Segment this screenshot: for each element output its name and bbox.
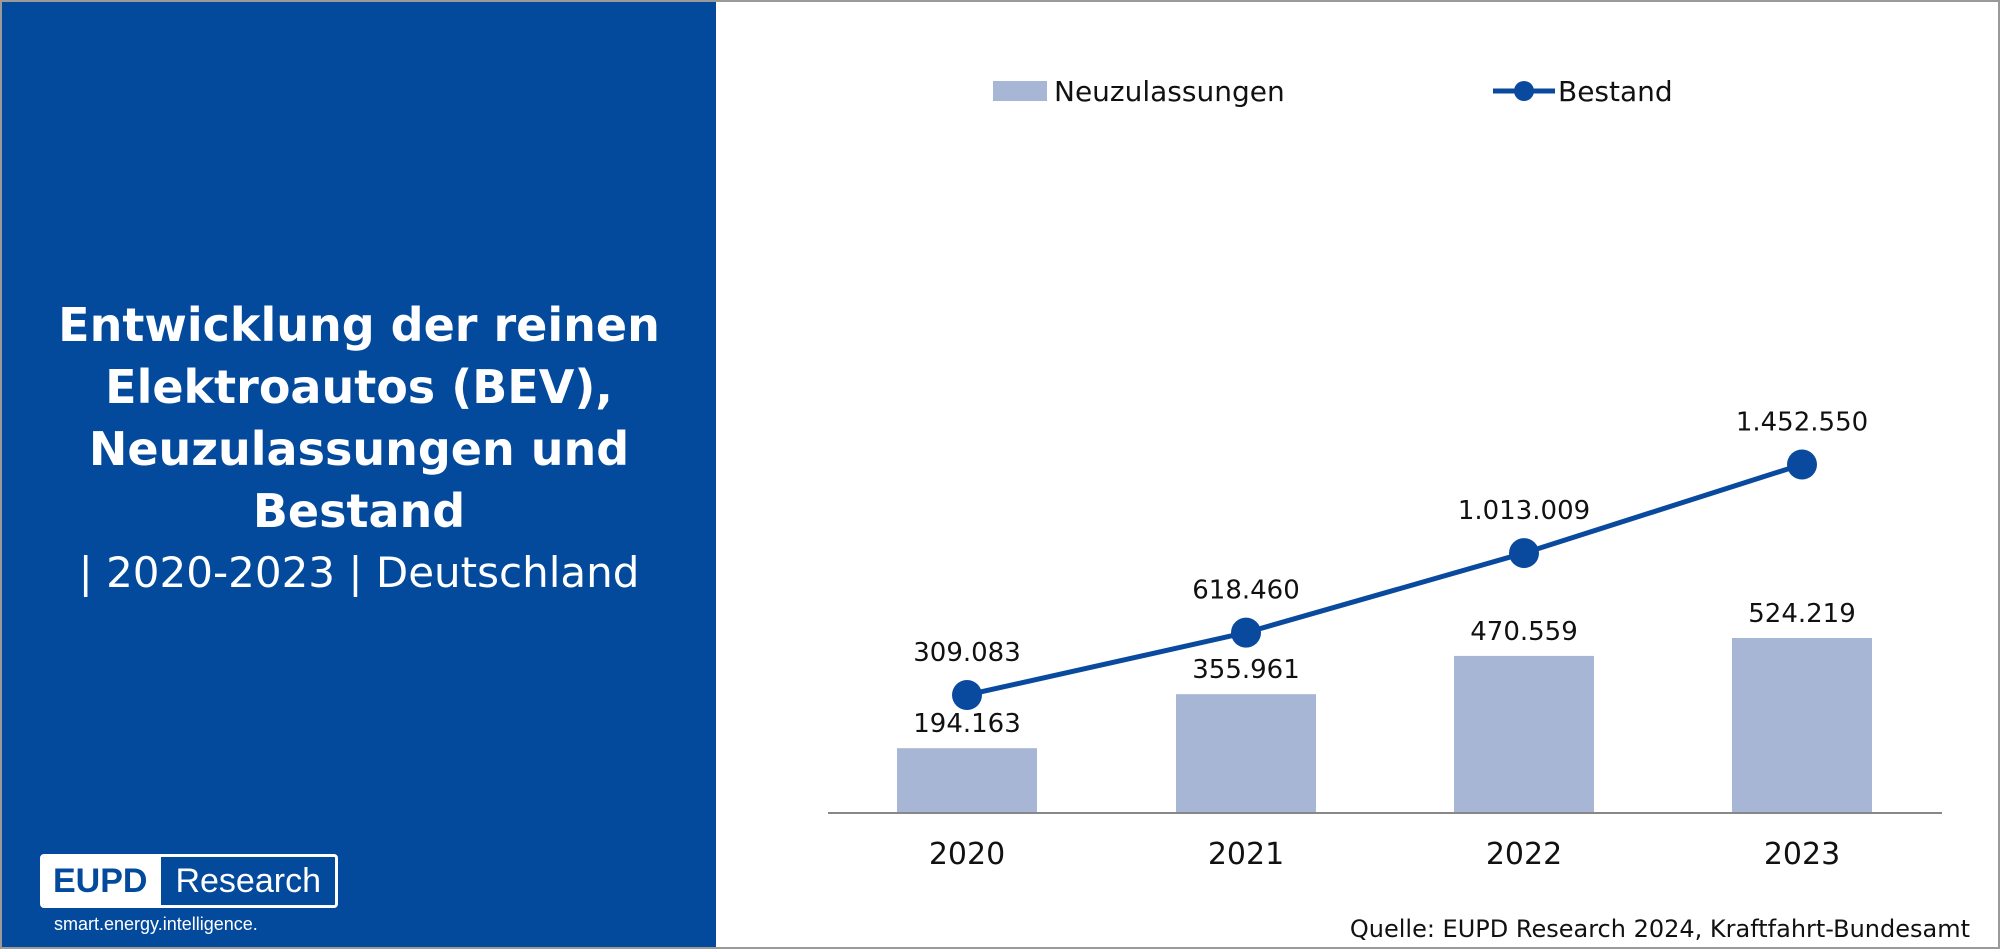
x-tick-2021: 2021 (1208, 837, 1284, 872)
bar-label-2022: 470.559 (1470, 617, 1578, 647)
line-bestand (966, 462, 1803, 698)
bar-label-2020: 194.163 (913, 709, 1021, 739)
legend-label-neuzulassungen: Neuzulassungen (1054, 75, 1285, 108)
eupd-logo: EUPD Research (40, 854, 338, 908)
bar-neuzulassungen-2022 (1454, 655, 1594, 813)
bars-group (897, 638, 1872, 813)
bar-neuzulassungen-2023 (1732, 638, 1872, 813)
point-bestand-2023 (1787, 449, 1817, 480)
point-label-2021: 618.460 (1192, 576, 1300, 606)
point-bestand-2020 (952, 679, 982, 710)
logo-tagline: smart.energy.intelligence. (54, 914, 258, 934)
point-label-2023: 1.452.550 (1736, 407, 1868, 437)
point-label-2022: 1.013.009 (1458, 496, 1590, 526)
chart-subtitle: | 2020-2023 | Deutschland (78, 548, 640, 597)
bar-label-2023: 524.219 (1748, 599, 1856, 629)
title-panel: Entwicklung der reinen Elektroautos (BEV… (2, 2, 716, 947)
title-block: Entwicklung der reinen Elektroautos (BEV… (2, 294, 716, 604)
bar-neuzulassungen-2020 (897, 748, 1037, 813)
legend: Neuzulassungen Bestand (993, 75, 1673, 108)
point-label-2020: 309.083 (913, 638, 1021, 668)
legend-label-bestand: Bestand (1558, 75, 1673, 108)
source-note: Quelle: EUPD Research 2024, Kraftfahrt-B… (1349, 915, 1970, 943)
x-tick-2020: 2020 (929, 837, 1005, 872)
x-tick-2023: 2023 (1764, 837, 1840, 872)
bar-neuzulassungen-2021 (1176, 694, 1316, 813)
line-series-group (952, 449, 1817, 710)
bar-label-2021: 355.961 (1192, 655, 1300, 685)
logo-brand: EUPD (43, 857, 162, 905)
legend-marker-bestand (1514, 81, 1534, 101)
labels-group: 194.163 2020 355.961 2021 470.559 2022 524.219… (913, 407, 1868, 872)
logo-name: Research (161, 857, 335, 905)
point-bestand-2022 (1509, 538, 1539, 569)
point-bestand-2021 (1231, 617, 1261, 648)
x-tick-2022: 2022 (1486, 837, 1562, 872)
legend-swatch-neuzulassungen (993, 81, 1047, 101)
chart-title: Entwicklung der reinen Elektroautos (BEV… (58, 298, 660, 538)
